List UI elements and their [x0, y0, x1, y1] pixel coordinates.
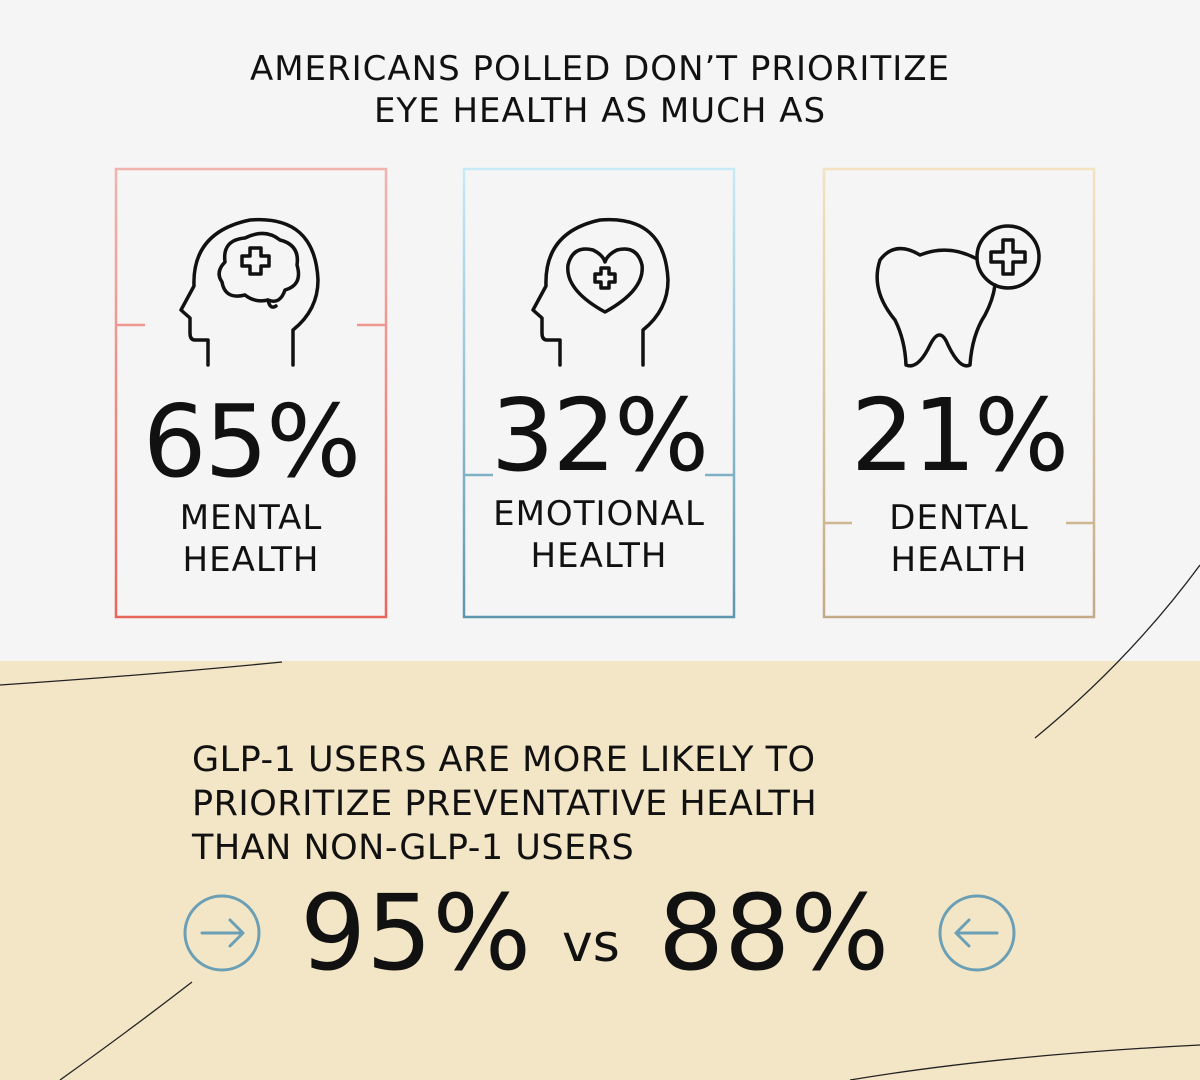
- card-stat: 65%: [142, 383, 361, 500]
- left-stat: 95%: [300, 872, 532, 994]
- title-line: AMERICANS POLLED DON’T PRIORITIZE: [249, 49, 951, 89]
- card-stat: 21%: [850, 377, 1069, 494]
- heading-line: THAN NON-GLP-1 USERS: [192, 828, 635, 868]
- card-label: EMOTIONAL: [493, 494, 705, 534]
- heading-line: PRIORITIZE PREVENTATIVE HEALTH: [192, 784, 818, 824]
- title: AMERICANS POLLED DON’T PRIORITIZE EYE HE…: [0, 48, 1200, 132]
- card-label: HEALTH: [182, 540, 320, 580]
- card-stat: 32%: [490, 377, 709, 494]
- right-stat: 88%: [658, 872, 890, 994]
- card-label: MENTAL: [179, 498, 323, 538]
- card-label: HEALTH: [530, 536, 668, 576]
- card-label: HEALTH: [890, 540, 1028, 580]
- title-line: EYE HEALTH AS MUCH AS: [373, 91, 827, 131]
- heading-line: GLP-1 USERS ARE MORE LIKELY TO: [192, 740, 816, 780]
- card-label: DENTAL: [889, 498, 1029, 538]
- joiner: vs: [562, 914, 620, 974]
- comparison-heading: GLP-1 USERS ARE MORE LIKELY TO PRIORITIZ…: [192, 738, 817, 870]
